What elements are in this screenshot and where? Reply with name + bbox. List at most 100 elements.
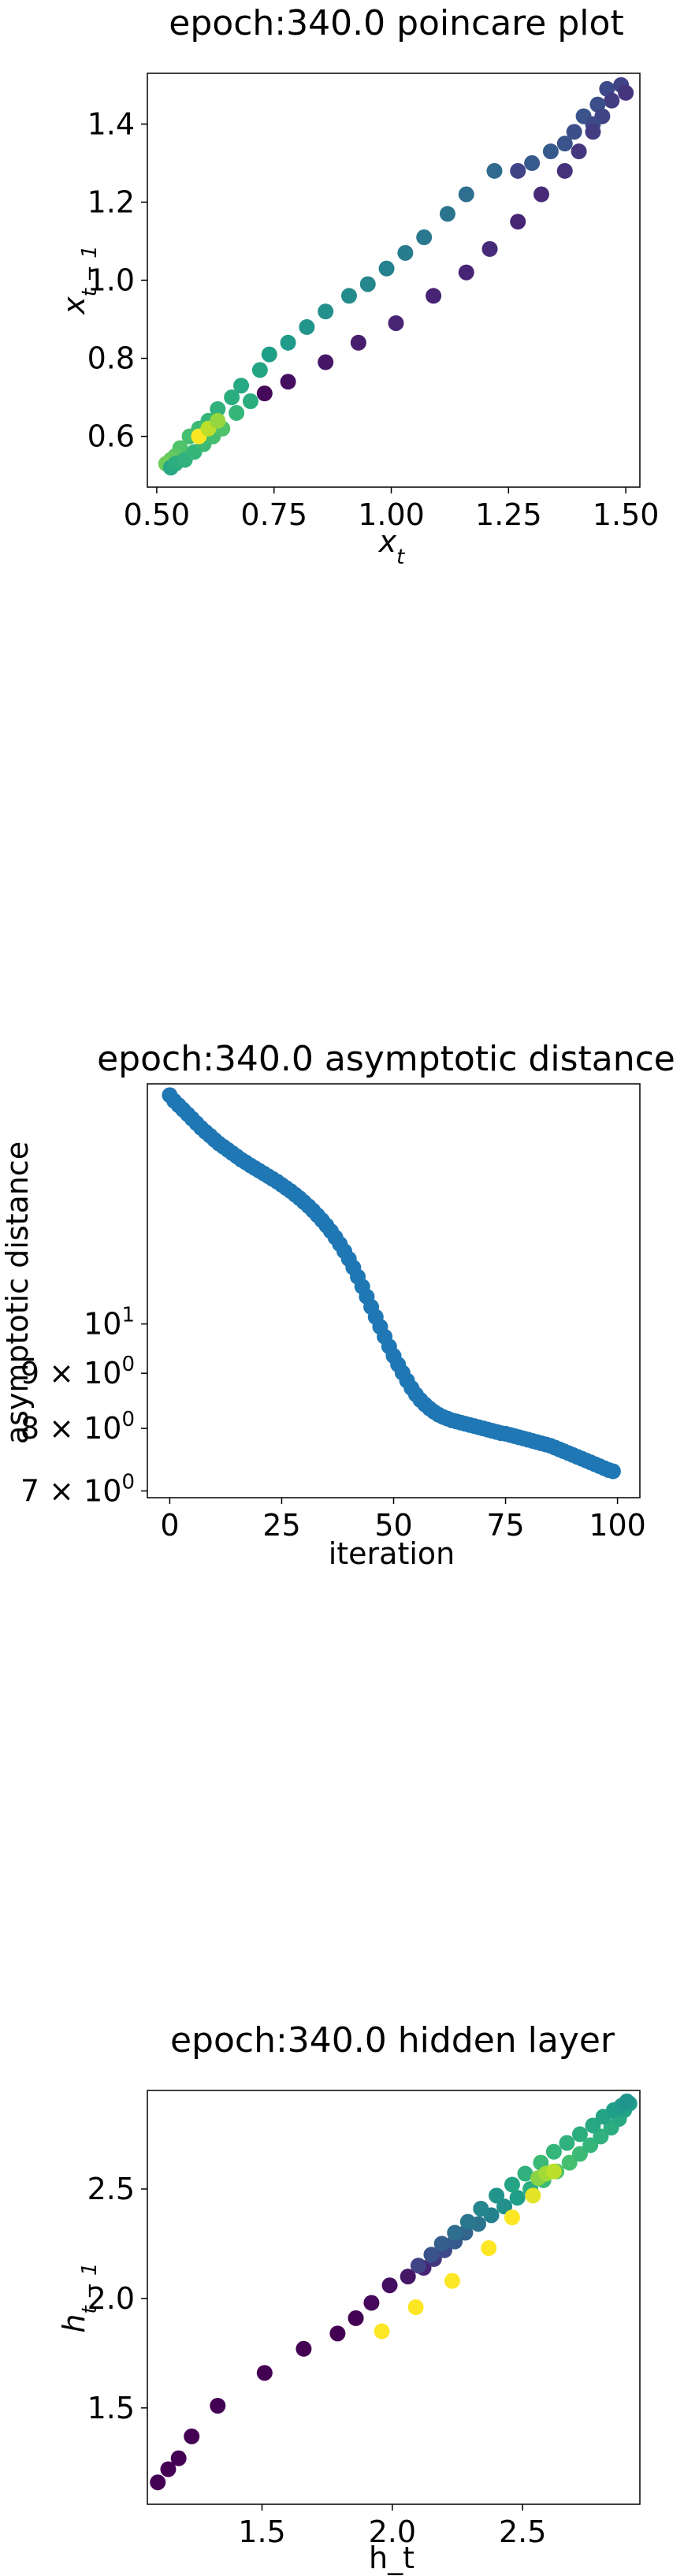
scatter-point <box>545 2163 562 2180</box>
scatter-point <box>509 2190 526 2206</box>
scatter-point <box>400 2269 416 2285</box>
data-points <box>158 76 634 476</box>
x-tick-label: 1.00 <box>358 497 425 532</box>
x-tick-label: 2.5 <box>499 2515 546 2549</box>
scatter-point <box>407 2299 424 2315</box>
scatter-point <box>256 2365 273 2381</box>
scatter-point <box>318 354 334 370</box>
scatter-point <box>458 186 474 203</box>
scatter-point <box>160 2461 177 2477</box>
scatter-point <box>473 2201 489 2217</box>
scatter-point <box>363 2295 380 2311</box>
scatter-point <box>416 229 433 246</box>
scatter-point <box>510 162 526 179</box>
scatter-point <box>481 2240 497 2256</box>
scatter-point <box>481 240 498 257</box>
x-tick-label: 50 <box>374 1508 412 1543</box>
y-tick-exponent: 0 <box>121 1353 135 1376</box>
scatter-point <box>299 318 315 335</box>
scatter-point <box>280 374 296 390</box>
y-tick-base: 10 <box>84 1307 121 1342</box>
chart-title: epoch:340.0 poincare plot <box>169 3 623 43</box>
scatter-point <box>210 2398 226 2414</box>
y-axis-label: xt − 1 <box>57 245 102 315</box>
scatter-point <box>566 124 582 140</box>
scatter-point <box>571 2146 588 2162</box>
scatter-point <box>582 2137 599 2153</box>
data-points <box>150 2093 638 2491</box>
scatter-point <box>593 2128 609 2145</box>
y-tick-label: 8 × 100 <box>20 1408 135 1446</box>
scatter-point <box>350 334 366 351</box>
x-tick-label: 1.50 <box>593 497 660 532</box>
axis-ticks: 0.50 0.75 1.00 1.25 1.50 0.6 0.8 1.0 1.2 1.4 <box>87 106 660 532</box>
scatter-point <box>510 214 526 230</box>
y-tick-base: 8 × 10 <box>20 1411 122 1446</box>
y-tick-label: 1.0 <box>87 263 135 298</box>
y-axis-label: ht − 1 <box>57 2262 102 2332</box>
x-tick-label: 1.25 <box>475 497 542 532</box>
y-tick-label: 0.6 <box>87 419 135 454</box>
scatter-point <box>618 84 634 101</box>
scatter-point <box>233 378 250 394</box>
scatter-point <box>525 2187 541 2204</box>
poincare-chart: epoch:340.0 poincare plot 0.50 0.75 1.00 1.… <box>57 3 659 569</box>
scatter-point <box>447 2224 463 2241</box>
y-tick-label: 0.8 <box>87 341 135 376</box>
scatter-point <box>517 2165 533 2182</box>
scatter-point <box>556 162 573 179</box>
y-tick-label: 2.0 <box>87 2281 135 2316</box>
scatter-point <box>224 389 240 406</box>
y-tick-base: 7 × 10 <box>20 1473 122 1508</box>
scatter-point <box>280 334 296 351</box>
scatter-point <box>439 206 455 222</box>
scatter-point <box>184 2428 200 2444</box>
y-tick-exponent: 0 <box>121 1408 135 1431</box>
x-tick-label: 75 <box>486 1508 524 1543</box>
scatter-point <box>397 244 414 261</box>
asymptotic-distance-chart: epoch:340.0 asymptotic distance 0 25 50 75 1… <box>0 1039 675 1571</box>
x-tick-label: 0 <box>160 1508 179 1543</box>
y-tick-exponent: 0 <box>121 1470 135 1494</box>
x-tick-label: 25 <box>262 1508 300 1543</box>
y-tick-label: 7 × 100 <box>20 1470 135 1508</box>
x-tick-label: 1.5 <box>238 2515 285 2549</box>
scatter-point <box>496 2198 513 2215</box>
scatter-point <box>359 276 376 292</box>
x-tick-label: 0.75 <box>240 497 307 532</box>
x-axis-label: h_t <box>369 2541 414 2575</box>
scatter-point <box>242 393 258 410</box>
scatter-point <box>571 2126 588 2142</box>
scatter-point <box>256 385 273 402</box>
scatter-point <box>604 92 620 109</box>
y-tick-label: 2.5 <box>87 2172 135 2206</box>
scatter-point <box>489 2187 505 2204</box>
scatter-point <box>504 2209 520 2226</box>
scatter-point <box>559 2135 575 2151</box>
scatter-point <box>229 404 245 421</box>
scatter-point <box>410 2258 426 2274</box>
scatter-point <box>210 412 226 429</box>
scatter-point <box>571 143 587 160</box>
x-tick-label: 100 <box>589 1508 646 1543</box>
x-tick-label: 2.0 <box>369 2515 416 2549</box>
chart-title: epoch:340.0 hidden layer <box>170 2020 615 2060</box>
scatter-point <box>296 2340 312 2357</box>
y-axis-label: asymptotic distance <box>0 1141 35 1444</box>
hidden-layer-chart: epoch:340.0 hidden layer 1.5 2.0 2.5 1.5 2.0… <box>57 2020 641 2575</box>
scatter-point <box>458 264 474 281</box>
y-tick-base: 9 × 10 <box>20 1356 122 1390</box>
y-tick-label: 9 × 100 <box>20 1353 135 1390</box>
scatter-point <box>381 2277 398 2294</box>
plot-frame <box>147 2090 641 2505</box>
scatter-point <box>378 260 395 277</box>
y-tick-label: 101 <box>84 1304 135 1342</box>
axis-ticks: 1.5 2.0 2.5 1.5 2.0 2.5 <box>87 2172 547 2549</box>
y-tick-label: 1.5 <box>87 2391 135 2425</box>
x-tick-label: 0.50 <box>124 497 191 532</box>
scatter-point <box>318 303 334 320</box>
scatter-point <box>170 2450 187 2466</box>
scatter-point <box>340 288 357 304</box>
